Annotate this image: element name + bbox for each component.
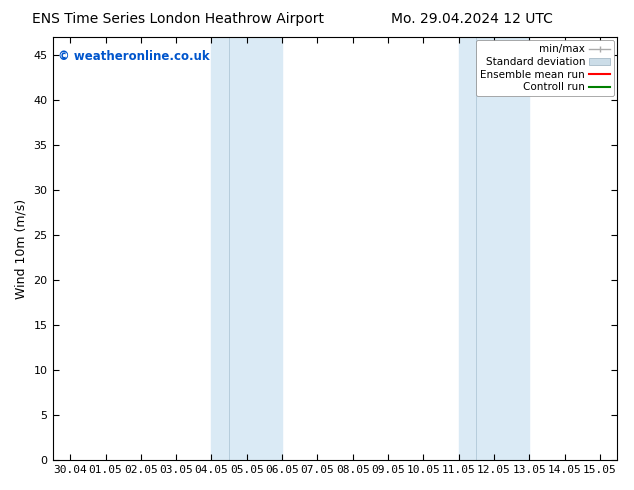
Bar bbox=[476, 37, 529, 460]
Y-axis label: Wind 10m (m/s): Wind 10m (m/s) bbox=[15, 198, 28, 299]
Bar bbox=[458, 37, 476, 460]
Bar bbox=[229, 37, 282, 460]
Text: Mo. 29.04.2024 12 UTC: Mo. 29.04.2024 12 UTC bbox=[391, 12, 553, 26]
Text: © weatheronline.co.uk: © weatheronline.co.uk bbox=[58, 50, 210, 63]
Text: ENS Time Series London Heathrow Airport: ENS Time Series London Heathrow Airport bbox=[32, 12, 323, 26]
Legend: min/max, Standard deviation, Ensemble mean run, Controll run: min/max, Standard deviation, Ensemble me… bbox=[476, 40, 614, 97]
Bar bbox=[211, 37, 229, 460]
